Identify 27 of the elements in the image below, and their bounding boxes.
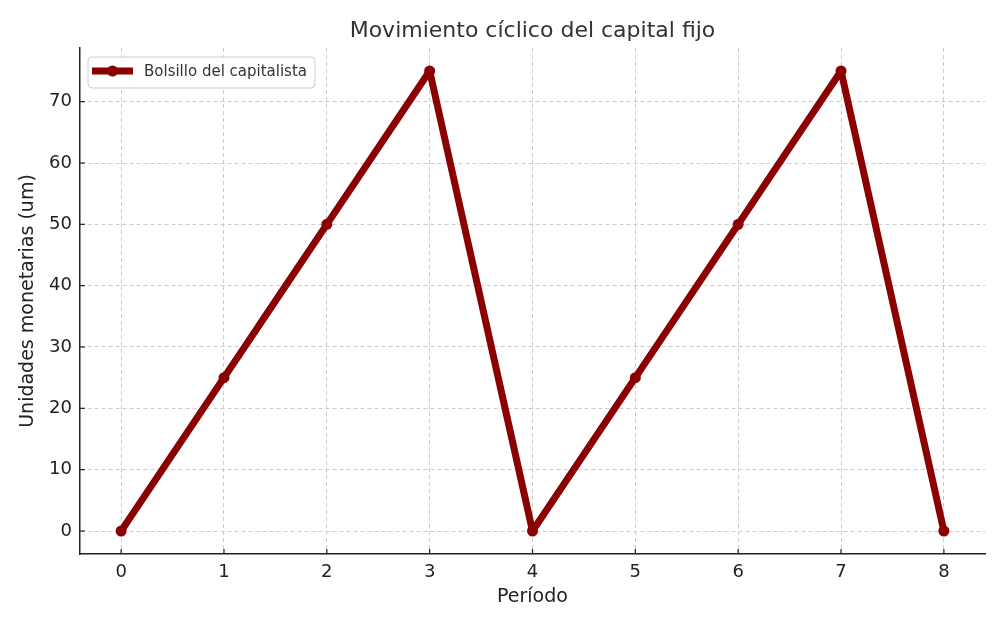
x-tick-label: 0 xyxy=(115,560,127,582)
point xyxy=(218,372,230,384)
x-axis-title: Período xyxy=(497,583,568,606)
y-tick-label: 10 xyxy=(49,457,72,479)
point xyxy=(732,218,744,230)
x-tick-label: 7 xyxy=(835,560,847,582)
y-tick-label: 70 xyxy=(49,89,72,111)
y-tick-label: 30 xyxy=(49,334,72,356)
y-tick-label: 50 xyxy=(49,212,72,234)
point xyxy=(938,525,950,537)
y-tick-label: 20 xyxy=(49,396,72,418)
x-tick-label: 1 xyxy=(218,560,230,582)
x-tick-label: 4 xyxy=(526,560,539,582)
chart-title: Movimiento cíclico del capital fijo xyxy=(349,16,716,42)
point xyxy=(629,372,641,384)
point xyxy=(321,218,333,230)
y-tick-label: 40 xyxy=(49,273,72,295)
legend-label: Bolsillo del capitalista xyxy=(144,61,308,80)
y-tick-label: 0 xyxy=(60,518,72,540)
x-tick-label: 8 xyxy=(938,560,950,582)
y-axis-title: Unidades monetarias (um) xyxy=(14,174,37,428)
point xyxy=(115,525,127,537)
x-tick-label: 3 xyxy=(423,560,436,582)
y-tick-label: 60 xyxy=(49,150,72,172)
x-tick-label: 2 xyxy=(321,560,333,582)
x-tick-label: 5 xyxy=(629,560,642,582)
x-tick-label: 6 xyxy=(732,560,744,582)
